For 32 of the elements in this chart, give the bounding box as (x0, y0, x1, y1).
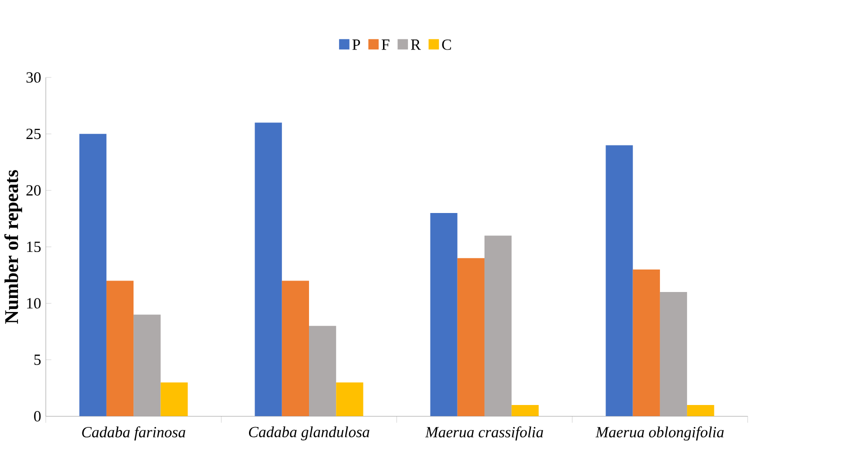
x-tick-label: Cadaba farinosa (82, 426, 186, 441)
legend-label: C (442, 40, 451, 50)
bar (632, 269, 660, 416)
bar (309, 326, 336, 416)
legend-label: P (352, 40, 360, 50)
bar (430, 212, 458, 416)
y-tick-label: 30 (26, 72, 41, 83)
bar (687, 405, 714, 416)
x-tick-label: Cadaba glandulosa (248, 426, 370, 440)
y-tick-label: 5 (34, 354, 41, 365)
y-tick-label: 0 (34, 411, 41, 422)
x-tick-label: Maerua oblongifolia (595, 426, 724, 441)
bar (106, 280, 134, 416)
bar (282, 280, 310, 416)
legend-label: R (410, 40, 421, 50)
y-tick-label: 10 (27, 298, 41, 309)
bar (457, 258, 484, 416)
x-tick-label: Maerua crassifolia (425, 426, 544, 441)
y-tick-label: 20 (26, 185, 41, 196)
bar (606, 145, 633, 416)
bar (160, 382, 188, 416)
y-tick-label: 15 (27, 242, 41, 252)
bar (254, 122, 282, 416)
bar (660, 292, 688, 416)
bar (512, 405, 539, 416)
y-tick-label: 25 (26, 128, 41, 140)
bar (134, 314, 161, 416)
legend-label: F (382, 40, 390, 50)
y-axis-title: Number of repeats (4, 170, 22, 324)
bar (79, 134, 106, 416)
bar (336, 382, 364, 416)
bar (484, 236, 512, 416)
